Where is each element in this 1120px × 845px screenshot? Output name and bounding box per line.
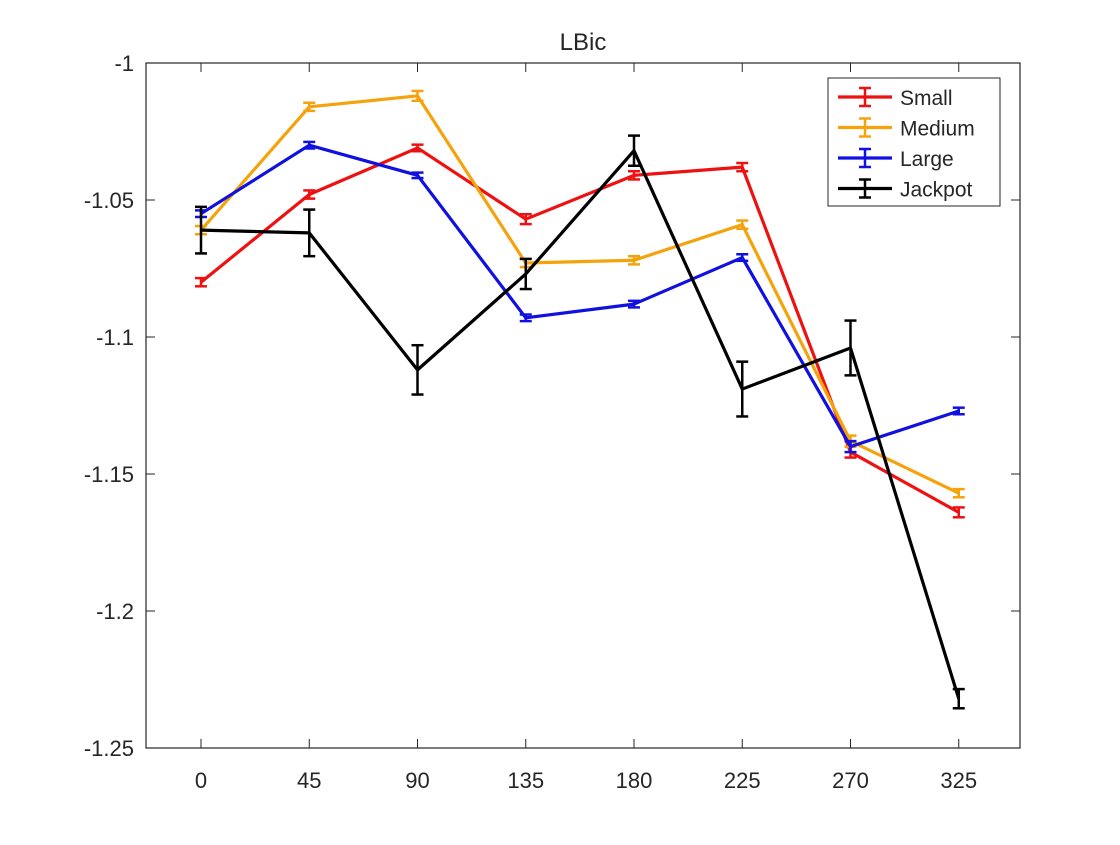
legend-item-jackpot[interactable]: Jackpot (838, 178, 973, 202)
error-bar-jackpot (195, 205, 207, 255)
error-bar-small (519, 212, 532, 226)
error-bar-large (952, 406, 965, 416)
error-bar-large (736, 253, 749, 263)
y-tick-label: -1.1 (96, 325, 134, 350)
error-bar-medium (303, 101, 316, 113)
error-bar-jackpot (303, 208, 316, 258)
error-bar-medium (736, 219, 749, 231)
x-tick-label: 0 (195, 768, 207, 793)
series-line-large (200, 143, 960, 449)
error-bar-jackpot (844, 319, 857, 377)
error-bar-jackpot (628, 134, 640, 167)
x-tick-label: 45 (297, 768, 321, 793)
legend-items: Small Medium Large Jackpot (838, 86, 975, 202)
y-tick-label: -1.15 (84, 462, 134, 487)
x-tick-label: 325 (940, 768, 977, 793)
error-bar-medium (411, 89, 424, 103)
y-axis: -1 -1.05 -1.1 -1.15 -1.2 -1.25 (84, 51, 1020, 761)
legend-label-large: Large (900, 148, 954, 171)
x-tick-label: 90 (405, 768, 429, 793)
error-bar-jackpot (411, 343, 424, 396)
legend-item-large[interactable]: Large (838, 147, 954, 171)
legend-item-medium[interactable]: Medium (838, 117, 975, 141)
error-bar-large (628, 299, 640, 309)
error-bar-jackpot (952, 687, 965, 710)
error-bar-small (628, 169, 640, 181)
legend-box (827, 77, 1001, 207)
x-tick-label: 270 (832, 768, 869, 793)
legend-label-medium: Medium (900, 118, 975, 141)
error-bar-large (519, 313, 532, 323)
legend-item-small[interactable]: Small (838, 86, 953, 110)
error-bar-medium (952, 487, 965, 499)
legend-label-small: Small (900, 87, 953, 110)
error-bar-large (844, 439, 857, 454)
series-line-medium (199, 94, 960, 495)
x-tick-label: 180 (616, 768, 653, 793)
error-bar-small (952, 506, 965, 519)
error-bar-small (736, 161, 749, 173)
error-bar-small (303, 189, 316, 200)
error-bar-small (411, 143, 424, 153)
y-tick-label: -1.25 (84, 736, 134, 761)
series-line-jackpot (200, 149, 961, 700)
x-tick-label: 225 (724, 768, 761, 793)
chart-title: LBic (560, 29, 607, 56)
x-axis: 0 45 90 135 180 225 270 325 (195, 63, 977, 793)
error-bar-large (411, 171, 424, 180)
legend-label-jackpot: Jackpot (900, 179, 973, 202)
error-bar-jackpot (519, 257, 532, 291)
series-layer (195, 89, 965, 710)
series-jackpot (195, 134, 965, 710)
x-tick-label: 135 (507, 768, 544, 793)
y-tick-label: -1.2 (96, 599, 134, 624)
legend[interactable]: Small Medium Large Jackpot (827, 77, 1001, 207)
error-bar-small (195, 276, 207, 288)
error-bar-medium (628, 254, 640, 266)
y-tick-label: -1 (114, 51, 134, 76)
y-tick-label: -1.05 (84, 188, 134, 213)
error-bar-large (303, 140, 316, 150)
error-bar-jackpot (736, 360, 749, 418)
